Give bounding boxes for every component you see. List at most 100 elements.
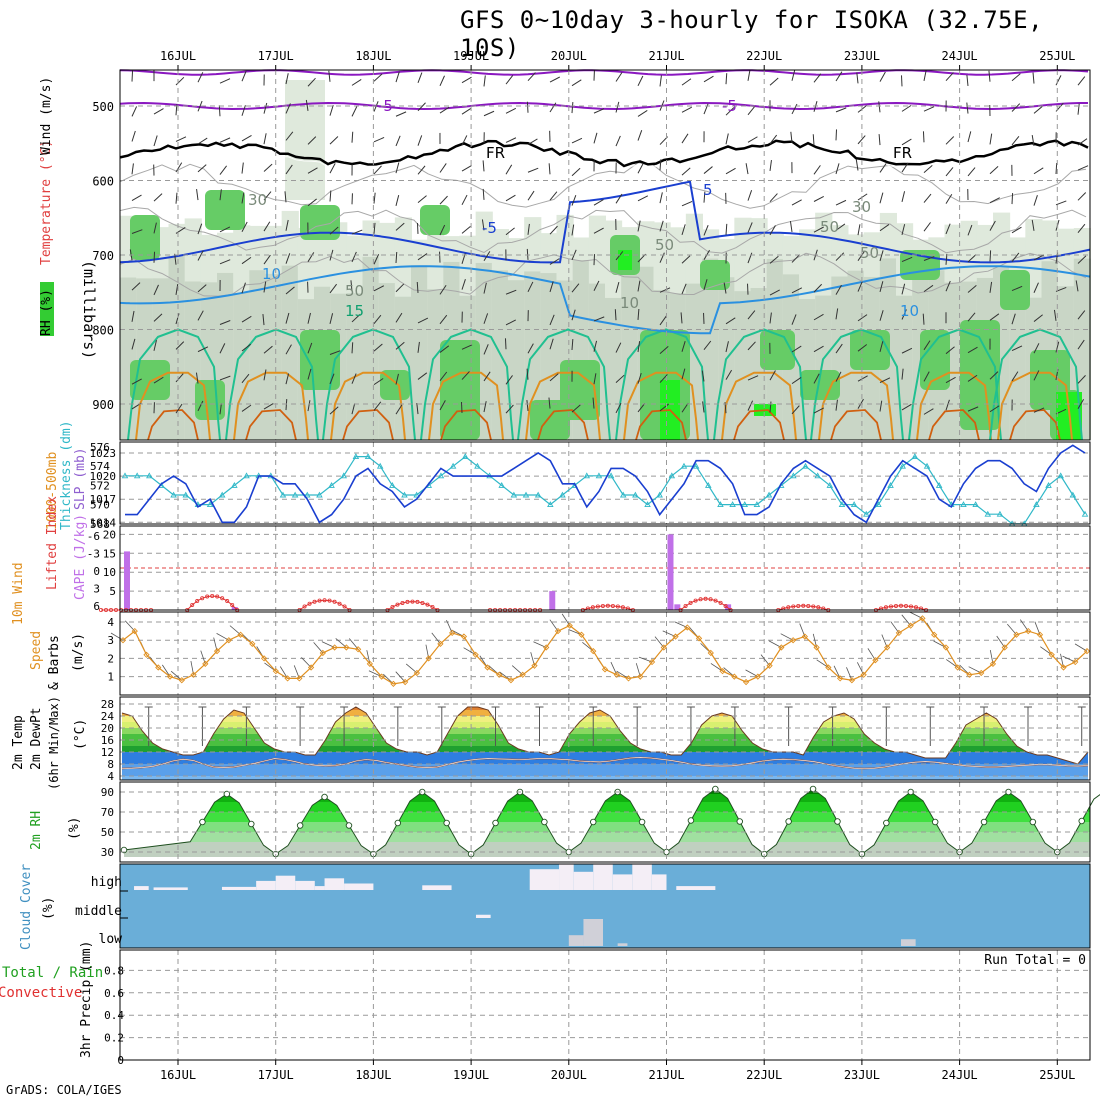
wind-barb [527,72,536,82]
thickness-marker [304,491,311,498]
wind-speed-marker [284,675,291,682]
wind-barb [1077,375,1086,384]
wind-barb [901,283,906,295]
thickness-marker [121,472,129,479]
wind-barb [879,250,884,262]
wind-speed-marker [613,671,620,678]
wind-barb [307,252,315,262]
cloud-high-bar [314,886,325,890]
wind-speed-marker [813,644,820,651]
wind-barb [747,69,751,81]
rh-shade-mid [621,266,639,440]
wind-barb [615,135,621,147]
wind-barb [395,111,407,117]
temp-tick: 20 [101,722,114,735]
thickness-marker [656,491,663,498]
temp-contour-20 [997,371,1073,441]
temp-band [122,707,1088,710]
wind-barb [1011,136,1020,146]
wind-barb [285,103,291,114]
wind-barb [417,372,428,380]
thickness-axis-label: 1000-500mb [45,452,60,530]
wind-barb [747,222,753,233]
date-label-top: 18JUL [355,49,391,63]
wind-barb-10m [745,669,759,677]
wind-barb [615,402,622,414]
wind-barb [329,373,335,385]
wind-barb [175,341,185,350]
cloud-high-bar [529,869,560,890]
lifted-axis-label: Lifted Index [45,496,60,590]
wind-barb [813,165,821,175]
lifted-marker [225,599,230,604]
wind-barb [923,408,934,415]
wind-barb [856,72,859,84]
temp-contour-25 [537,409,589,441]
wind-barb [945,253,948,265]
rh-legend-label: RH (%) [39,289,54,336]
thickness-marker [595,472,603,479]
wind-barb [857,193,868,201]
wind-barb-10m [816,659,829,668]
rh-bright-patch [618,250,632,270]
wind-tick: 3 [107,634,114,647]
wind-barb [1075,280,1079,292]
wind-speed-marker [307,664,315,671]
wind-barb [901,104,912,112]
wind-barb [769,134,778,145]
wind-barb [329,104,334,116]
wind-speed-marker [1072,658,1079,666]
lifted-marker [307,601,312,606]
wind-barb [1053,309,1057,321]
wind-barb [548,397,551,409]
lifted-marker [337,601,342,606]
precip-legend-convective: Convective [0,985,82,1001]
wind-barb [307,312,311,324]
wind-barb [989,405,1000,413]
rh-shade-mid [249,270,267,440]
wind-barb [351,373,357,384]
rh-band [124,832,1090,842]
wind-barb [1033,343,1040,354]
thickness-tick: 572 [90,479,110,492]
temp-contour-25 [245,409,297,441]
wind-barb [747,190,753,201]
wind-speed-marker [543,644,550,651]
wind-barb [901,309,907,320]
wind-barb [967,374,978,382]
rh-marker [638,818,646,826]
date-label-bottom: 25JUL [1039,1068,1075,1082]
rh-marker [712,785,719,793]
wind-barb [131,229,143,234]
wind-barb [857,251,865,261]
wind-barb [197,137,208,145]
rh-contour [119,206,1087,254]
wind-barb [835,163,840,175]
wind-speed-marker [731,673,738,680]
rh-shade-mid [346,293,364,440]
wind-barb-10m [216,633,230,641]
wind-barb [416,222,419,234]
lifted-marker [713,598,718,603]
wind-barb [1033,195,1038,206]
temp-contour-20 [330,371,406,441]
wind-barb [747,400,754,411]
wind-barb [835,199,847,206]
wind-barb [637,308,640,321]
wind-speed-marker [425,655,432,662]
wind-barb [703,340,712,350]
thickness-marker [461,453,469,460]
temp-fill-bands [122,707,1088,780]
cape-bar [549,591,556,610]
date-label-top: 24JUL [942,49,978,63]
wind-barb [659,315,667,326]
wind-barb [153,251,156,263]
cloud-level-low: low [99,932,123,947]
wind-barb [549,225,558,235]
wind-speed-marker [578,631,585,638]
wind-speed-marker [825,664,832,671]
lifted-marker [718,600,723,605]
wind-barb [241,105,246,116]
wind-barb [681,341,686,352]
temp-tick: 16 [101,734,114,747]
